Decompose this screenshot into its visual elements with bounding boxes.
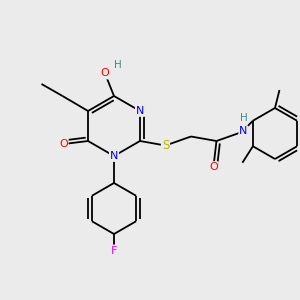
Text: H: H [240, 112, 248, 123]
Text: N: N [136, 106, 144, 116]
Text: H: H [114, 60, 122, 70]
Text: O: O [209, 162, 218, 172]
Text: N: N [239, 126, 248, 136]
Text: O: O [100, 68, 109, 79]
Text: S: S [162, 139, 169, 152]
Text: F: F [111, 245, 117, 256]
Text: N: N [110, 151, 118, 161]
Text: O: O [59, 139, 68, 149]
